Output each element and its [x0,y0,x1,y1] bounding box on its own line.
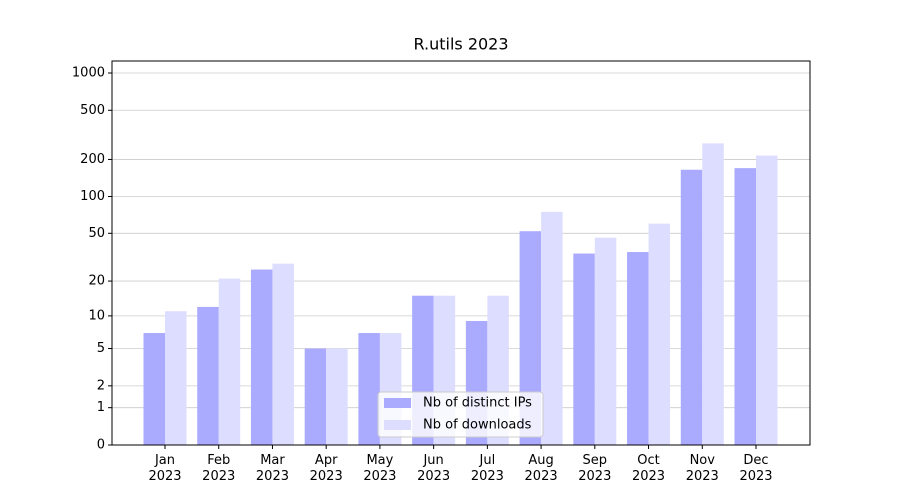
x-tick-label: Jan 2023 [148,453,182,484]
y-tick-label: 0 [97,438,105,453]
bar [218,278,241,445]
bar [165,311,187,445]
x-tick-label: Nov 2023 [685,453,719,484]
legend-label: Nb of distinct IPs [423,396,532,411]
bar [594,237,617,445]
bar [326,348,348,445]
y-tick-label: 100 [80,189,105,204]
legend-box [377,391,544,438]
y-tick-label: 200 [80,152,105,167]
bar [272,263,294,445]
bar [197,306,219,445]
bar [734,168,756,445]
legend-swatch [384,398,411,408]
bar [756,155,778,446]
bar [541,211,563,445]
bar [648,223,671,445]
x-tick-label: Apr 2023 [309,453,343,484]
y-tick-label: 5 [97,341,105,356]
bar [573,253,595,445]
x-tick-label: Feb 2023 [202,453,236,484]
bar [143,333,165,445]
x-tick-label: Dec 2023 [739,453,773,484]
chart-title: R.utils 2023 [413,35,508,54]
bar [702,143,724,445]
y-tick-label: 1 [97,400,105,415]
x-tick-label: May 2023 [363,453,397,484]
bar [358,333,380,445]
y-tick-label: 50 [88,226,105,241]
x-tick-label: Aug 2023 [524,453,558,484]
y-tick-label: 20 [88,274,105,289]
x-tick-label: Jun 2023 [417,453,451,484]
x-tick-label: Jul 2023 [470,453,504,484]
bar [680,169,703,445]
bar [304,348,327,445]
y-tick-label: 500 [80,103,105,118]
y-tick-label: 1000 [72,66,105,81]
legend-label: Nb of downloads [423,418,532,433]
x-tick-label: Sep 2023 [578,453,612,484]
bar [250,269,273,445]
y-tick-label: 10 [88,308,105,323]
x-tick-label: Mar 2023 [255,453,289,484]
legend-swatch [384,420,411,430]
x-tick-label: Oct 2023 [631,453,666,484]
plot-frame [111,60,811,446]
bar [627,252,649,445]
y-tick-label: 2 [97,378,105,393]
